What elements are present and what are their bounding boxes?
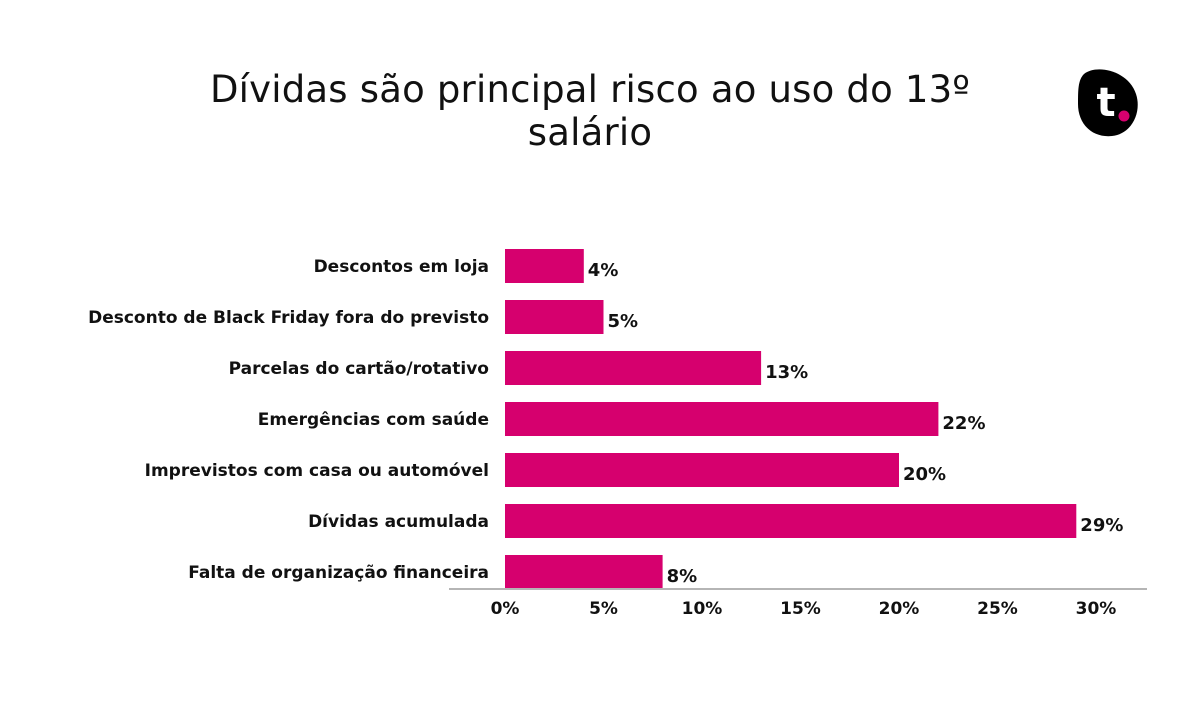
bar-4 — [505, 402, 939, 436]
bar-2 — [505, 300, 604, 334]
logo-dot — [1118, 110, 1130, 122]
value-label-2: 5% — [608, 311, 639, 332]
category-label-4: Emergências com saúde — [258, 410, 489, 430]
bar-7 — [505, 555, 663, 589]
x-tick-label-30: 30% — [1076, 599, 1117, 619]
category-label-1: Descontos em loja — [314, 257, 489, 277]
bar-3 — [505, 351, 762, 385]
category-label-7: Falta de organização financeira — [188, 563, 489, 583]
value-label-5: 20% — [903, 464, 946, 485]
value-label-1: 4% — [588, 260, 619, 281]
value-label-6: 29% — [1080, 515, 1123, 536]
value-labels: 4% 5% 13% 22% 20% 29% 8% — [588, 260, 1124, 587]
category-label-6: Dívidas acumulada — [308, 512, 489, 532]
x-tick-label-10: 10% — [682, 599, 723, 619]
category-label-5: Imprevistos com casa ou automóvel — [145, 461, 489, 481]
x-tick-label-25: 25% — [977, 599, 1018, 619]
bars-layer — [505, 249, 1077, 589]
logo-letter: t — [1096, 80, 1115, 126]
bar-1 — [505, 249, 584, 283]
value-label-7: 8% — [667, 566, 698, 587]
chart-title: Dívidas são principal risco ao uso do 13… — [209, 68, 971, 154]
x-axis-tick-labels: 0% 5% 10% 15% 20% 25% 30% — [491, 599, 1117, 619]
brand-logo-icon: t — [1076, 68, 1140, 138]
x-tick-label-0: 0% — [491, 599, 520, 619]
bar-6 — [505, 504, 1077, 538]
category-label-3: Parcelas do cartão/rotativo — [229, 359, 489, 379]
category-label-2: Desconto de Black Friday fora do previst… — [88, 308, 489, 328]
category-labels: Descontos em loja Desconto de Black Frida… — [88, 257, 489, 583]
x-tick-label-20: 20% — [879, 599, 920, 619]
value-label-4: 22% — [942, 413, 985, 434]
x-tick-label-5: 5% — [589, 599, 618, 619]
x-tick-label-15: 15% — [780, 599, 821, 619]
value-label-3: 13% — [765, 362, 808, 383]
bar-5 — [505, 453, 899, 487]
